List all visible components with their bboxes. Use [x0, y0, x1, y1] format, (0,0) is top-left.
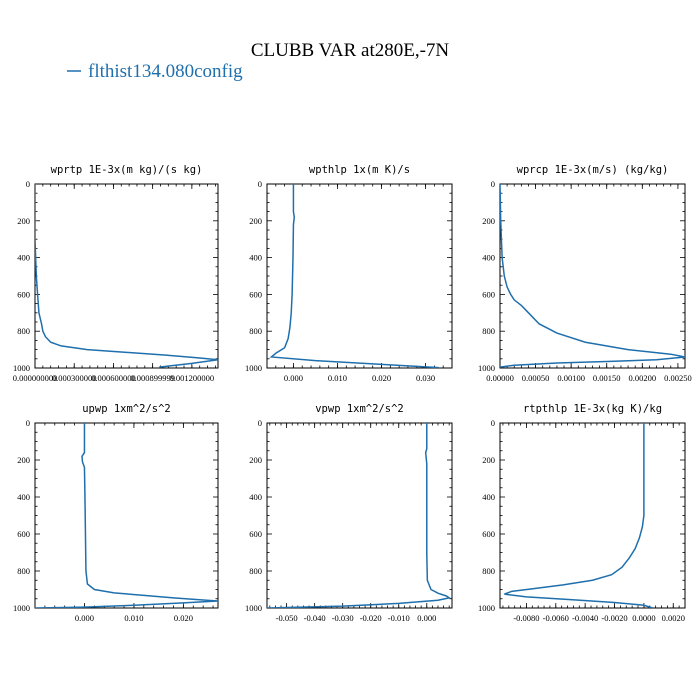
- series-line: [500, 184, 685, 368]
- x-tick-label: 0.0020: [662, 613, 685, 623]
- y-tick-label: 0: [258, 418, 262, 428]
- x-tick-label: 0.010: [328, 373, 347, 383]
- x-tick-label: -0.030: [332, 613, 354, 623]
- x-tick-label: 0.00150: [593, 373, 621, 383]
- panel-title: wprtp 1E-3x(m kg)/(s kg): [51, 164, 203, 176]
- x-tick-label: 0.000: [417, 613, 436, 623]
- panels: wprtp 1E-3x(m kg)/(s kg) 0 200 400 600 800 100…: [13, 164, 692, 623]
- y-tick-label: 800: [17, 566, 30, 576]
- y-tick-label: 400: [249, 253, 262, 263]
- panel-3: wprcp 1E-3x(m/s) (kg/kg) 0 200 400 600 800 100…: [478, 164, 692, 383]
- x-tick-label: -0.010: [388, 613, 410, 623]
- y-tick-label: 1000: [478, 603, 495, 613]
- x-tick-label: 0.000: [75, 613, 94, 623]
- y-tick-label: 400: [482, 253, 495, 263]
- panel-6: rtpthlp 1E-3x(kg K)/kg 0 200 400 600 800 1000 -…: [478, 403, 686, 623]
- y-tick-label: 600: [482, 289, 495, 299]
- y-tick-label: 600: [249, 289, 262, 299]
- y-tick-label: 600: [482, 529, 495, 539]
- x-tick-label: 0.030: [416, 373, 435, 383]
- x-tick-label: 0.00100: [557, 373, 585, 383]
- y-tick-label: 200: [17, 455, 30, 465]
- x-tick-label: 0.00250: [664, 373, 692, 383]
- x-tick-label: 0.000300000: [52, 373, 97, 383]
- y-tick-label: 800: [482, 566, 495, 576]
- x-tick-label: -0.0060: [543, 613, 569, 623]
- y-tick-label: 1000: [13, 603, 30, 613]
- x-tick-label: 0.00200: [628, 373, 656, 383]
- x-tick-label: -0.0080: [513, 613, 539, 623]
- x-tick-label: -0.0020: [601, 613, 627, 623]
- series-line: [35, 423, 218, 608]
- panel-4: upwp 1xm^2/s^2 0 200 400 600 800 1000 0.000 0.01…: [13, 403, 219, 623]
- x-tick-label: 0.0000: [632, 613, 655, 623]
- y-tick-label: 0: [258, 179, 262, 189]
- y-tick-label: 800: [482, 326, 495, 336]
- x-tick-label: -0.0040: [572, 613, 598, 623]
- legend: flthist134.080config: [67, 61, 243, 82]
- y-tick-label: 1000: [13, 363, 30, 373]
- x-tick-label: 0.00000: [486, 373, 514, 383]
- x-tick-label: -0.040: [304, 613, 326, 623]
- panel-title: wprcp 1E-3x(m/s) (kg/kg): [517, 164, 669, 176]
- y-tick-label: 600: [17, 529, 30, 539]
- panel-title: wpthlp 1x(m K)/s: [309, 164, 410, 176]
- x-tick-label: 0.000000000: [13, 373, 58, 383]
- y-tick-label: 600: [249, 529, 262, 539]
- series-line: [35, 184, 218, 368]
- panel-1: wprtp 1E-3x(m kg)/(s kg) 0 200 400 600 800 100…: [13, 164, 219, 383]
- x-tick-label: 0.00050: [522, 373, 550, 383]
- legend-label: flthist134.080config: [88, 61, 243, 82]
- y-tick-label: 800: [249, 326, 262, 336]
- x-tick-label: 0.020: [372, 373, 391, 383]
- y-tick-label: 1000: [245, 363, 262, 373]
- y-tick-label: 200: [482, 455, 495, 465]
- x-tick-label: 0.010: [124, 613, 143, 623]
- x-tick-label: 0.020: [174, 613, 193, 623]
- panel-title: upwp 1xm^2/s^2: [82, 403, 171, 415]
- panel-title: vpwp 1xm^2/s^2: [315, 403, 404, 415]
- y-tick-label: 200: [249, 216, 262, 226]
- figure-title: CLUBB VAR at280E,-7N: [251, 40, 450, 61]
- x-tick-label: -0.020: [360, 613, 382, 623]
- y-tick-label: 800: [17, 326, 30, 336]
- panel-2: wpthlp 1x(m K)/s 0 200 400 600 800 1000 0.000 0.…: [245, 164, 453, 383]
- y-tick-label: 0: [26, 179, 30, 189]
- y-tick-label: 0: [26, 418, 30, 428]
- x-tick-label: 0.000600000: [91, 373, 136, 383]
- panel-title: rtpthlp 1E-3x(kg K)/kg: [523, 403, 662, 415]
- panel-5: vpwp 1xm^2/s^2 0 200 400 600 800 1000 -0.050 -0.…: [245, 403, 453, 623]
- y-tick-label: 400: [17, 492, 30, 502]
- y-tick-label: 400: [17, 253, 30, 263]
- y-tick-label: 0: [491, 418, 495, 428]
- x-tick-label: -0.050: [276, 613, 298, 623]
- y-tick-label: 1000: [478, 363, 495, 373]
- x-tick-label: 0.000899999: [130, 373, 175, 383]
- x-tick-label: 0.001200000: [170, 373, 215, 383]
- y-tick-label: 400: [249, 492, 262, 502]
- series-line: [504, 423, 653, 608]
- y-tick-label: 0: [491, 179, 495, 189]
- y-tick-label: 800: [249, 566, 262, 576]
- series-line: [267, 423, 452, 608]
- series-line: [269, 184, 439, 368]
- y-tick-label: 200: [17, 216, 30, 226]
- y-tick-label: 1000: [245, 603, 262, 613]
- y-tick-label: 200: [482, 216, 495, 226]
- y-tick-label: 400: [482, 492, 495, 502]
- x-tick-label: 0.000: [284, 373, 303, 383]
- y-tick-label: 600: [17, 289, 30, 299]
- y-tick-label: 200: [249, 455, 262, 465]
